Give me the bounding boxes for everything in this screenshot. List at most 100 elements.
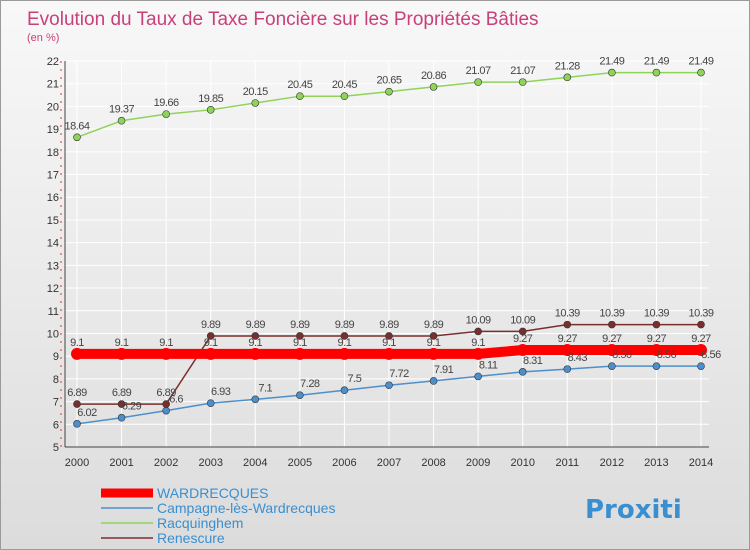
x-tick-label: 2001	[109, 457, 133, 469]
x-tick-label: 2003	[198, 457, 222, 469]
data-point	[474, 372, 482, 381]
data-point	[162, 406, 170, 415]
y-tick-label: 22	[47, 56, 59, 68]
data-label: 7.5	[348, 373, 362, 385]
data-label: 21.07	[466, 65, 491, 77]
data-label: 10.39	[599, 308, 624, 320]
y-tick-label: 12	[47, 283, 59, 295]
y-tick-label: 21	[47, 79, 59, 91]
x-tick-label: 2009	[466, 457, 490, 469]
data-point	[249, 347, 262, 360]
data-label: 9.1	[159, 337, 173, 349]
y-tick-label: 9	[53, 351, 59, 363]
data-label: 9.89	[424, 319, 444, 331]
data-label: 19.37	[109, 104, 134, 116]
data-label: 20.86	[421, 70, 446, 82]
data-point	[162, 110, 170, 118]
data-point	[697, 68, 705, 77]
data-label: 6.89	[156, 387, 176, 399]
data-label: 9.1	[382, 337, 396, 349]
data-label: 7.1	[258, 382, 272, 394]
y-tick-label: 13	[47, 260, 59, 272]
data-point	[296, 92, 304, 100]
data-point	[605, 344, 618, 357]
data-label: 10.39	[555, 308, 580, 320]
data-point	[697, 362, 705, 370]
data-point	[518, 368, 527, 376]
data-label: 10.09	[510, 314, 535, 326]
x-tick-label: 2007	[377, 457, 401, 469]
data-label: 9.1	[204, 337, 218, 349]
data-label: 20.45	[287, 79, 312, 91]
data-label: 6.93	[211, 386, 231, 398]
data-point	[251, 99, 260, 107]
chart-subtitle: (en %)	[27, 32, 59, 44]
data-label: 19.66	[154, 97, 179, 109]
y-tick-label: 15	[47, 215, 59, 227]
data-point	[697, 320, 705, 329]
y-tick-label: 5	[53, 442, 59, 454]
data-point	[204, 347, 217, 360]
data-point	[338, 347, 351, 360]
data-point	[429, 83, 438, 91]
data-label: 21.07	[510, 65, 535, 77]
data-point	[652, 362, 661, 370]
data-point	[608, 320, 616, 329]
x-tick-label: 2013	[644, 457, 668, 469]
y-tick-label: 20	[47, 101, 59, 113]
data-point	[429, 332, 438, 340]
data-point	[608, 362, 616, 370]
data-label: 9.89	[290, 319, 310, 331]
data-label: 9.1	[70, 337, 84, 349]
data-point	[561, 344, 574, 357]
chart-title: Evolution du Taux de Taxe Foncière sur l…	[27, 9, 539, 30]
data-point	[385, 332, 393, 340]
data-label: 21.49	[599, 56, 624, 68]
x-tick-label: 2005	[288, 457, 312, 469]
data-label: 9.1	[338, 337, 352, 349]
data-label: 6.02	[77, 407, 97, 419]
data-label: 10.09	[466, 314, 491, 326]
data-point	[117, 413, 126, 422]
data-point	[251, 332, 260, 340]
data-point	[206, 399, 215, 407]
data-label: 8.31	[523, 355, 543, 367]
data-point	[340, 92, 349, 100]
data-label: 7.91	[434, 364, 454, 376]
data-label: 9.89	[201, 319, 221, 331]
data-point	[160, 347, 173, 360]
legend: WARDRECQUESCampagne-lès-WardrecquesRacqu…	[101, 485, 335, 546]
data-point	[115, 347, 128, 360]
legend-label: Renescure	[157, 530, 225, 546]
data-point	[251, 395, 260, 404]
data-point	[73, 400, 81, 408]
data-point	[608, 68, 616, 77]
data-label: 6.89	[112, 387, 132, 399]
data-label: 21.49	[644, 56, 669, 68]
data-label: 9.27	[602, 333, 622, 345]
data-point	[296, 332, 304, 340]
series-renescure	[73, 320, 705, 408]
data-point	[518, 78, 527, 86]
data-label: 9.27	[513, 333, 533, 345]
legend-label: Campagne-lès-Wardrecques	[157, 500, 335, 516]
legend-label: WARDRECQUES	[157, 485, 269, 501]
data-label: 10.39	[644, 308, 669, 320]
data-point	[518, 327, 527, 336]
x-tick-label: 2004	[243, 457, 267, 469]
data-label: 9.89	[246, 319, 266, 331]
data-label: 20.15	[243, 86, 268, 98]
data-label: 9.27	[691, 333, 711, 345]
data-label: 9.27	[647, 333, 667, 345]
x-tick-label: 2012	[600, 457, 624, 469]
logo-text: Proxiti	[585, 495, 682, 525]
data-label: 9.89	[379, 319, 399, 331]
y-tick-label: 16	[47, 192, 59, 204]
x-tick-label: 2002	[154, 457, 178, 469]
data-label: 8.56	[612, 349, 632, 361]
data-label: 10.39	[688, 308, 713, 320]
y-tick-label: 19	[47, 124, 59, 136]
y-tick-label: 8	[53, 374, 59, 386]
